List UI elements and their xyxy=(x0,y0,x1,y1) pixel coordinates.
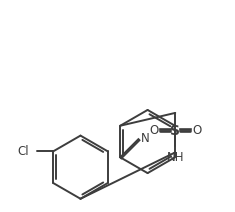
Text: Cl: Cl xyxy=(18,145,29,158)
Text: N: N xyxy=(141,132,150,145)
Text: NH: NH xyxy=(166,151,184,164)
Text: O: O xyxy=(192,124,202,137)
Text: S: S xyxy=(170,124,180,138)
Text: O: O xyxy=(149,124,158,137)
